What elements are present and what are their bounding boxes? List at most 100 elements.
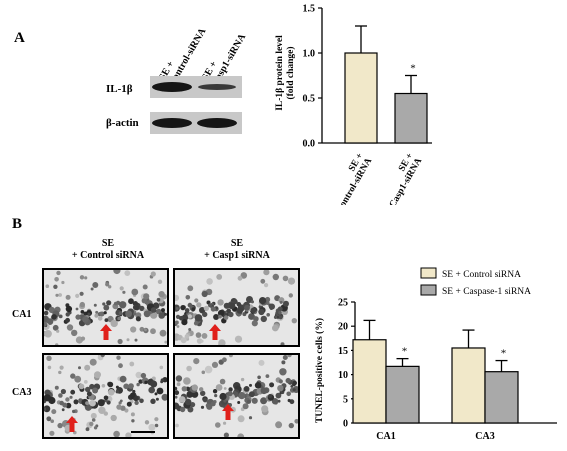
cell <box>277 306 283 312</box>
cell <box>200 339 204 343</box>
micrograph-column-header-casp1: SE + Casp1 siRNA <box>175 238 299 262</box>
cell <box>244 304 250 311</box>
cell <box>50 419 54 423</box>
red-arrow-icon <box>66 416 78 432</box>
cell <box>126 401 132 407</box>
cell <box>108 285 112 289</box>
cell <box>133 312 137 316</box>
cell <box>85 427 90 432</box>
cell <box>291 318 297 324</box>
significance-marker: * <box>501 348 507 360</box>
cell <box>287 355 292 358</box>
cell <box>226 308 231 314</box>
cell <box>203 305 209 311</box>
cell <box>184 334 190 339</box>
cell <box>157 279 163 284</box>
cell <box>83 380 88 384</box>
cell <box>210 401 216 407</box>
cell <box>59 400 64 406</box>
cell <box>133 395 139 402</box>
cell <box>219 378 226 385</box>
cell <box>119 375 127 383</box>
y-tick-label: 20 <box>338 322 348 333</box>
cell <box>216 274 223 280</box>
cell <box>242 403 249 410</box>
cell <box>103 304 110 311</box>
y-tick-label: 1.5 <box>303 4 316 15</box>
cell <box>60 388 66 395</box>
cell <box>93 426 98 430</box>
cell <box>286 391 291 397</box>
cell <box>194 314 203 322</box>
cell <box>135 371 142 379</box>
y-axis-label-line: (fold change) <box>285 46 296 99</box>
cell <box>279 300 283 304</box>
cell <box>181 319 188 326</box>
cell <box>223 387 227 390</box>
cell <box>269 382 275 388</box>
cell <box>160 380 164 384</box>
cell <box>57 422 63 429</box>
cell <box>46 318 54 325</box>
cell <box>119 286 124 291</box>
x-category-label: CA1 <box>376 431 395 442</box>
cell <box>223 315 229 320</box>
cell <box>89 421 94 427</box>
cell <box>155 397 159 401</box>
x-category-label: SE +Casp1-siRNA <box>388 152 424 206</box>
cell <box>161 308 165 313</box>
scale-bar <box>131 431 155 433</box>
cell <box>258 308 265 316</box>
cell <box>91 418 96 422</box>
cell <box>107 389 115 396</box>
cell <box>201 370 206 375</box>
cell <box>55 293 59 297</box>
cell <box>247 399 251 404</box>
cell <box>214 394 218 398</box>
cell <box>257 375 261 380</box>
cell <box>82 316 89 323</box>
cell <box>213 314 220 320</box>
cell <box>215 384 223 391</box>
chart-tunel-positive: 0 5 10 15 20 25 TUNEL-positive cells (%) * CA1 * C… <box>314 267 557 442</box>
cell <box>175 320 179 325</box>
cell <box>176 325 180 328</box>
cell <box>154 417 159 422</box>
cell <box>119 301 127 309</box>
cell <box>164 312 167 316</box>
cell <box>200 390 206 396</box>
red-arrow-icon <box>209 324 221 340</box>
cell <box>79 291 84 296</box>
cell <box>117 338 123 345</box>
cell <box>99 311 105 317</box>
cell <box>45 284 50 288</box>
micrograph-row-label-ca1: CA1 <box>12 309 32 320</box>
cell <box>86 391 92 397</box>
bar <box>344 52 378 144</box>
cell <box>237 275 243 281</box>
cell <box>113 270 121 275</box>
cell <box>117 316 121 321</box>
y-tick-label: 0.0 <box>303 139 316 150</box>
cell <box>90 287 94 291</box>
blot-band <box>198 84 236 90</box>
cell <box>56 270 61 276</box>
cell <box>79 275 85 280</box>
cell <box>104 318 109 322</box>
cell <box>136 382 140 387</box>
cell <box>65 294 71 300</box>
cell <box>290 385 294 388</box>
cell <box>148 423 156 431</box>
cell <box>85 386 91 393</box>
cell <box>138 379 143 384</box>
blot-row-label-il1b: IL-1β <box>106 83 133 95</box>
cell <box>59 365 64 370</box>
legend-swatch <box>420 267 437 279</box>
cell <box>65 305 73 313</box>
cell <box>175 395 178 399</box>
cell <box>288 422 294 429</box>
cell <box>278 315 283 320</box>
cell <box>65 317 70 323</box>
cell <box>156 387 164 395</box>
cell <box>199 307 206 314</box>
